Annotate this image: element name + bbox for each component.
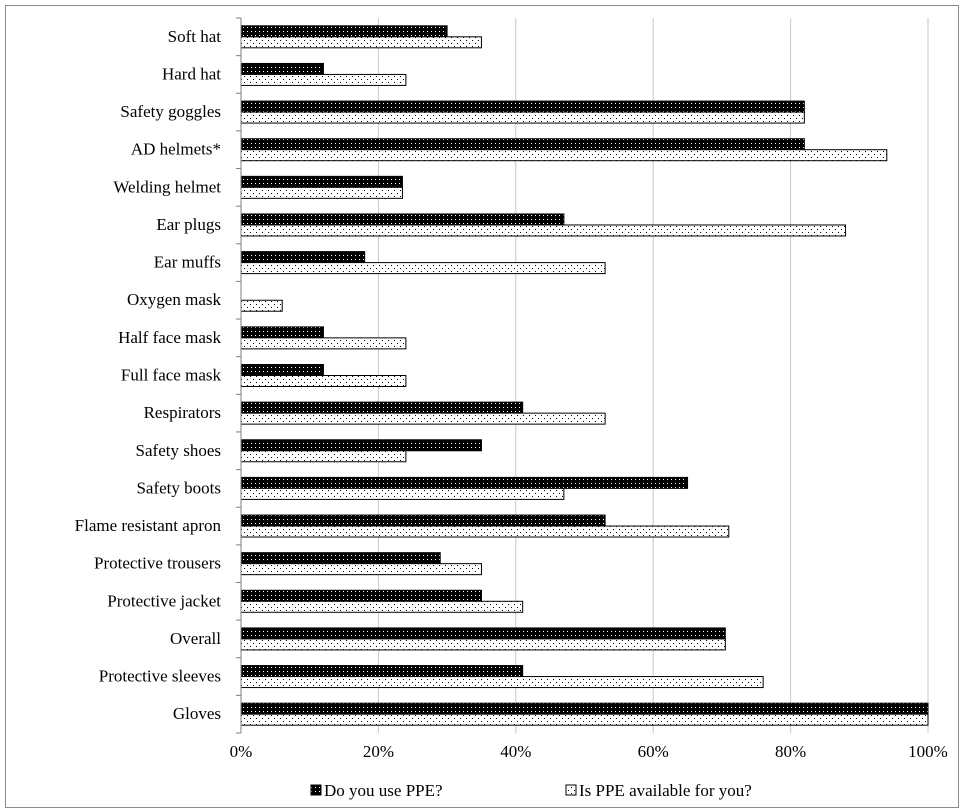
- category-label: AD helmets*: [131, 140, 221, 159]
- x-tick-label: 100%: [908, 742, 948, 761]
- category-label: Oxygen mask: [127, 290, 221, 309]
- bar-ppe-available: [240, 525, 730, 538]
- bar-ppe-available: [240, 262, 606, 275]
- bar-ppe-available: [240, 713, 929, 726]
- category-label: Full face mask: [121, 366, 222, 385]
- x-tick-label: 20%: [363, 742, 394, 761]
- legend-use-ppe-swatch: [310, 784, 322, 796]
- category-label: Gloves: [173, 704, 221, 723]
- category-label: Protective sleeves: [99, 667, 221, 686]
- legend-ppe-available-label: Is PPE available for you?: [579, 781, 752, 800]
- bar-ppe-available: [240, 487, 565, 500]
- axes: [236, 17, 242, 734]
- bar-ppe-available: [240, 563, 482, 576]
- gridlines: [377, 18, 929, 733]
- bar-ppe-available: [240, 600, 524, 613]
- bar-ppe-available: [240, 73, 407, 86]
- bar-use-ppe: [240, 665, 524, 678]
- bar-use-ppe: [240, 476, 689, 489]
- bar-ppe-available: [240, 412, 606, 425]
- bar-use-ppe: [240, 25, 448, 38]
- category-label: Respirators: [144, 403, 221, 422]
- bar-ppe-available: [240, 224, 847, 237]
- bar-use-ppe: [240, 138, 805, 151]
- category-label: Safety goggles: [120, 102, 221, 121]
- bar-ppe-available: [240, 337, 407, 350]
- bar-chart: Soft hat Hard hat Safety goggles AD helmets…: [75, 17, 948, 800]
- category-label: Half face mask: [118, 328, 221, 347]
- legend-use-ppe-label: Do you use PPE?: [324, 781, 443, 800]
- bar-use-ppe: [240, 552, 441, 565]
- category-label: Protective jacket: [107, 591, 221, 610]
- legend-ppe-available-swatch: [565, 784, 577, 796]
- bar-ppe-available: [240, 186, 403, 199]
- bar-ppe-available: [240, 638, 726, 651]
- bar-use-ppe: [240, 213, 565, 226]
- category-label: Safety shoes: [136, 441, 221, 460]
- bar-use-ppe: [240, 62, 324, 75]
- x-tick-label: 80%: [775, 742, 806, 761]
- category-label: Hard hat: [162, 64, 221, 83]
- bar-ppe-available: [240, 111, 805, 124]
- bar-use-ppe: [240, 364, 324, 376]
- category-label: Safety boots: [136, 478, 221, 497]
- category-label: Protective trousers: [94, 554, 221, 573]
- bar-ppe-available: [240, 149, 888, 162]
- bar-use-ppe: [240, 175, 403, 188]
- bar-use-ppe: [240, 589, 482, 602]
- legend: Do you use PPE? Is PPE available for you?: [310, 781, 752, 800]
- category-labels: Soft hat Hard hat Safety goggles AD helmets…: [75, 27, 222, 723]
- bar-ppe-available: [240, 36, 482, 49]
- bar-ppe-available: [240, 375, 407, 387]
- category-label: Ear plugs: [156, 215, 221, 234]
- category-label: Welding helmet: [113, 177, 221, 196]
- bar-use-ppe: [240, 326, 324, 339]
- bar-use-ppe: [240, 439, 482, 452]
- bars: [240, 25, 929, 726]
- x-tick-label: 60%: [638, 742, 669, 761]
- bar-ppe-available: [240, 299, 283, 312]
- x-tick-label: 0%: [230, 742, 253, 761]
- category-label: Overall: [170, 629, 221, 648]
- category-label: Soft hat: [168, 27, 222, 46]
- bar-use-ppe: [240, 100, 805, 113]
- chart-frame: Soft hat Hard hat Safety goggles AD helmets…: [5, 5, 959, 808]
- bar-use-ppe: [240, 627, 726, 640]
- bar-ppe-available: [240, 676, 764, 689]
- bar-ppe-available: [240, 450, 407, 463]
- x-tick-labels: 0% 20% 40% 60% 80% 100%: [230, 742, 948, 761]
- x-tick-label: 40%: [500, 742, 531, 761]
- bar-use-ppe: [240, 251, 366, 264]
- category-label: Ear muffs: [154, 253, 221, 272]
- bar-use-ppe: [240, 401, 524, 414]
- bar-use-ppe: [240, 702, 929, 715]
- bar-use-ppe: [240, 514, 606, 527]
- category-label: Flame resistant apron: [75, 516, 222, 535]
